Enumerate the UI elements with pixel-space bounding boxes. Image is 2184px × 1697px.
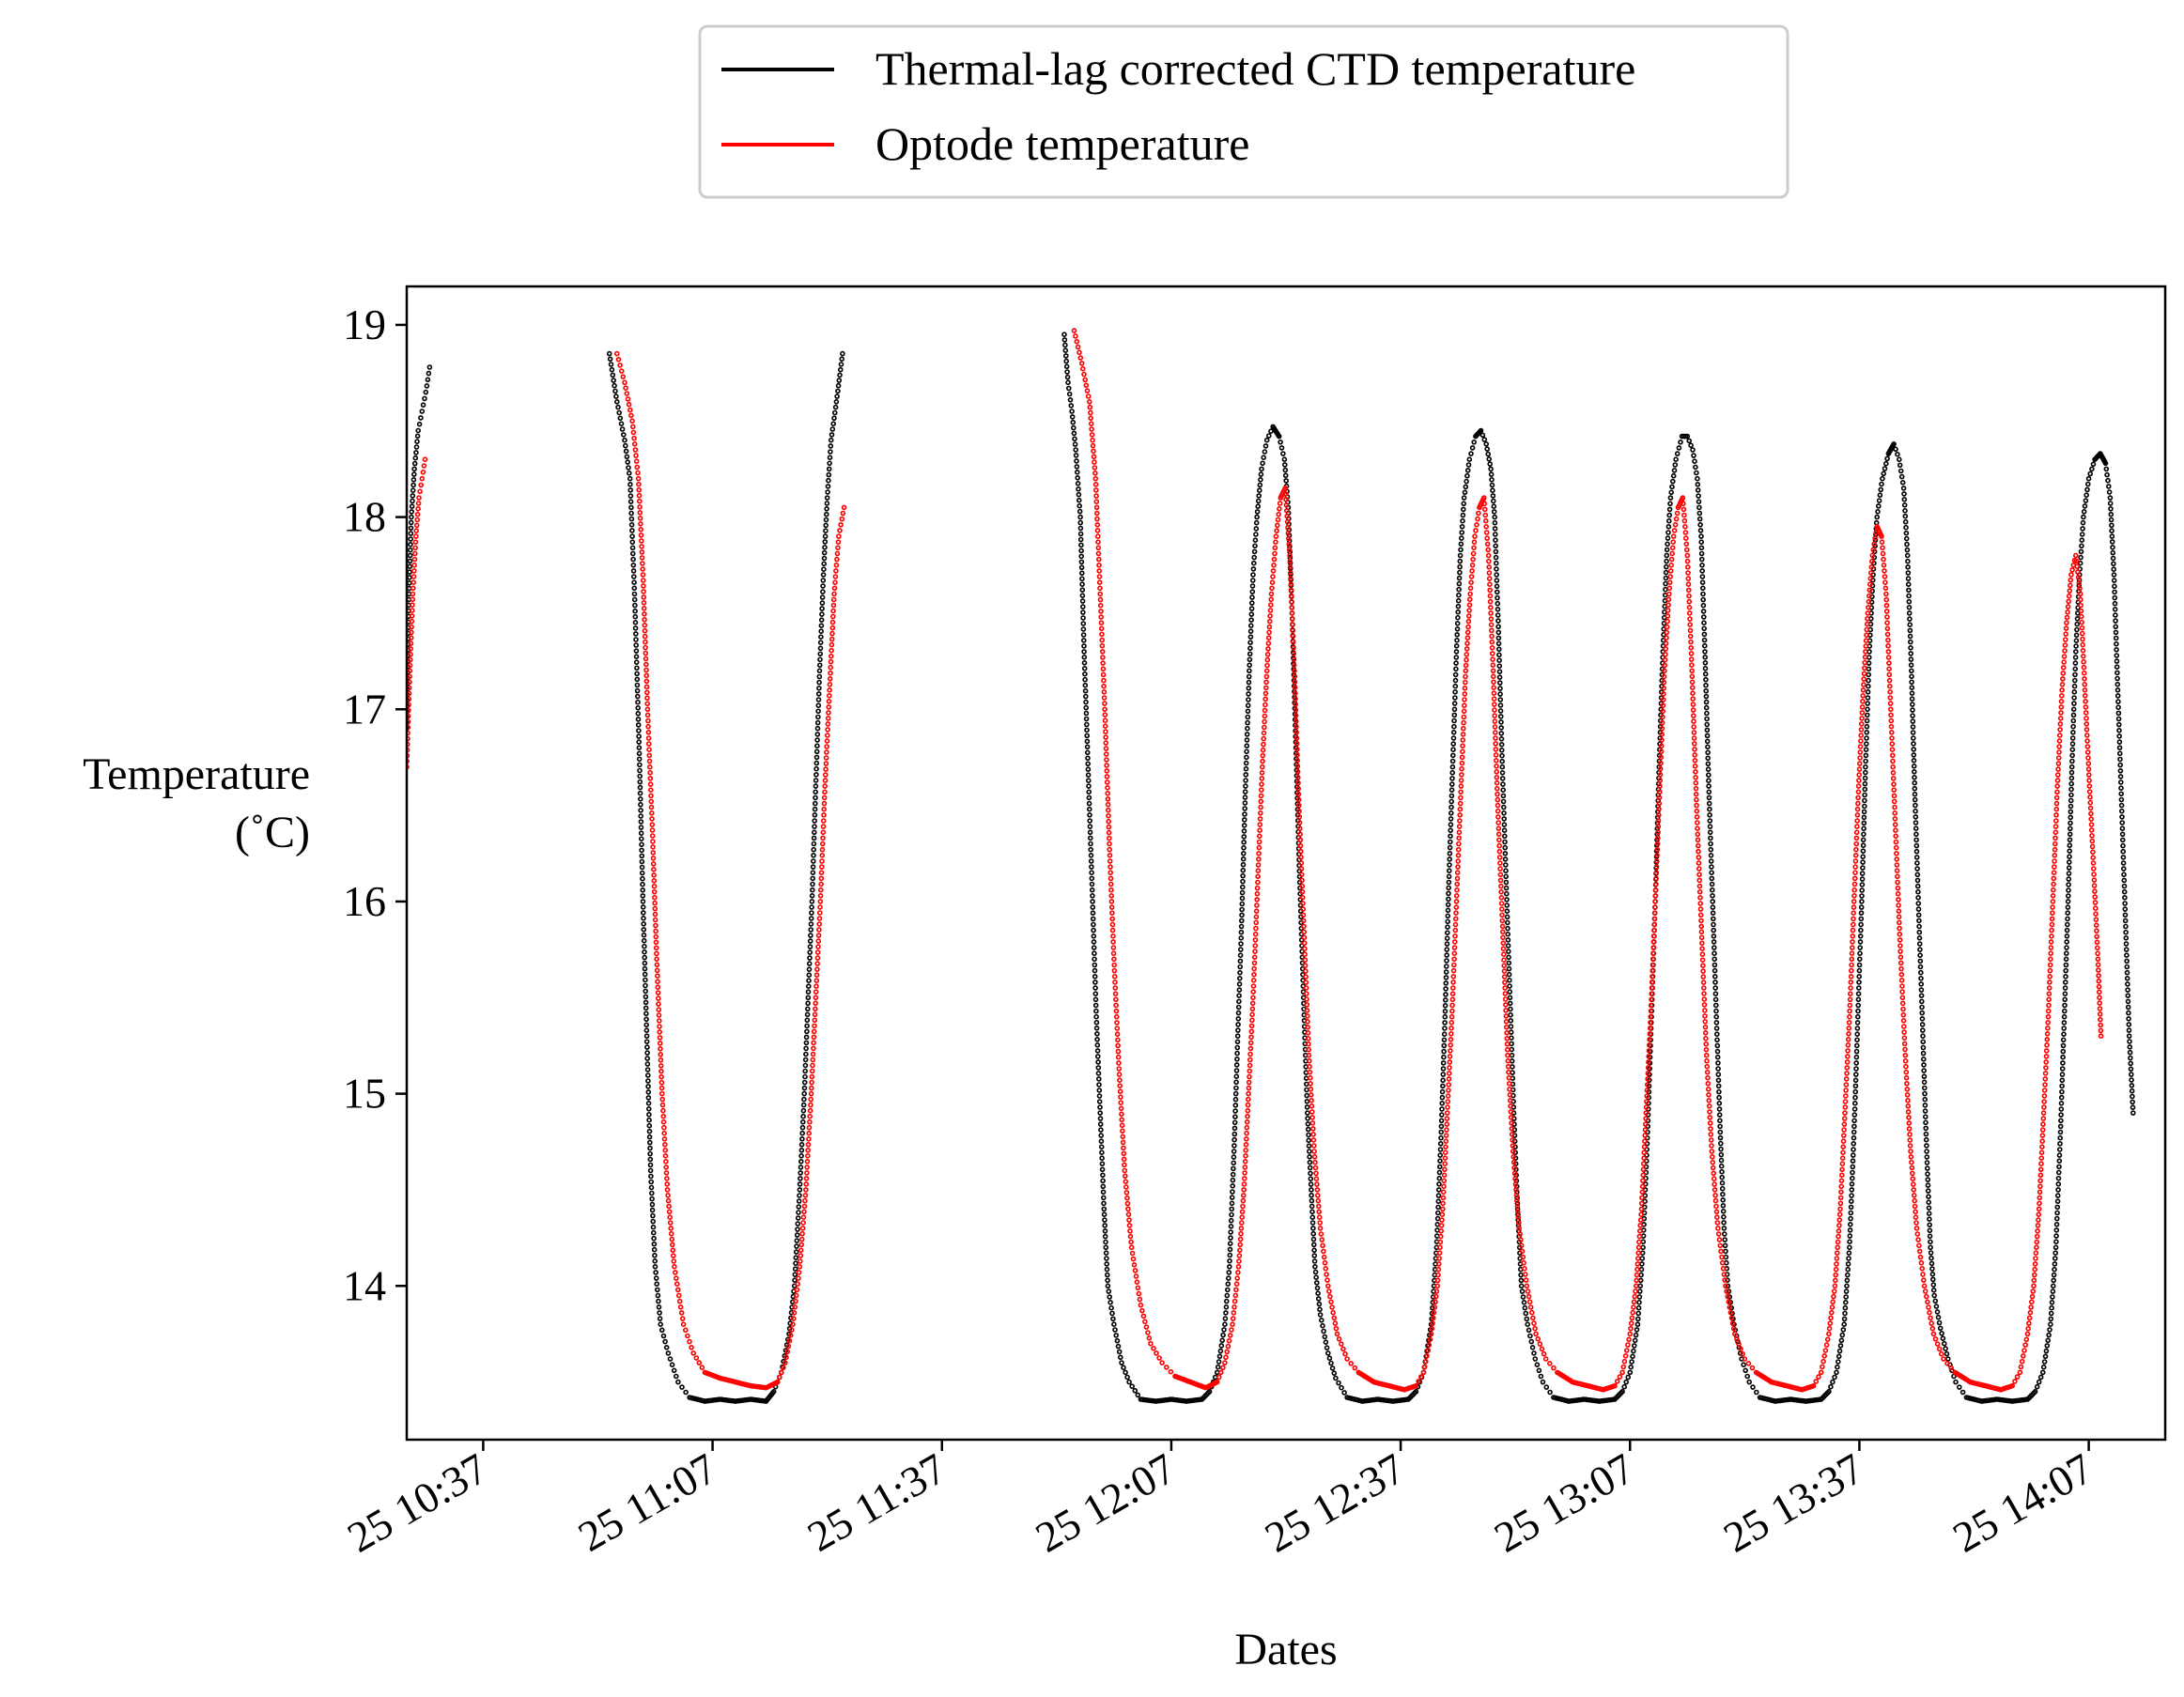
data-points bbox=[614, 350, 847, 1391]
data-points bbox=[606, 350, 845, 1404]
data-points bbox=[407, 456, 428, 770]
y-tick-label: 19 bbox=[343, 301, 386, 348]
y-tick-label: 17 bbox=[343, 685, 386, 733]
y-tick-label: 18 bbox=[343, 493, 386, 541]
y-axis-title-line-1: Temperature bbox=[83, 749, 310, 799]
y-tick-label: 14 bbox=[343, 1261, 386, 1309]
y-tick-label: 16 bbox=[343, 877, 386, 925]
y-axis-title-line-2: (˚C) bbox=[235, 808, 310, 857]
legend-label-optode: Optode temperature bbox=[875, 117, 1249, 170]
plot-area bbox=[405, 285, 2167, 1442]
y-tick-label: 15 bbox=[343, 1070, 386, 1118]
legend-label-ctd: Thermal-lag corrected CTD temperature bbox=[875, 42, 1635, 95]
x-axis-title: Dates bbox=[1234, 1625, 1337, 1674]
legend-frame bbox=[698, 24, 1789, 199]
legend: Thermal-lag corrected CTD temperature Op… bbox=[698, 24, 1789, 199]
y-axis: 14 15 16 17 18 19 bbox=[343, 301, 407, 1309]
series-layer bbox=[407, 328, 2136, 1404]
plot-frame bbox=[405, 285, 2167, 1442]
data-points bbox=[1071, 328, 2104, 1393]
series-optode-temperature bbox=[407, 328, 2104, 1393]
